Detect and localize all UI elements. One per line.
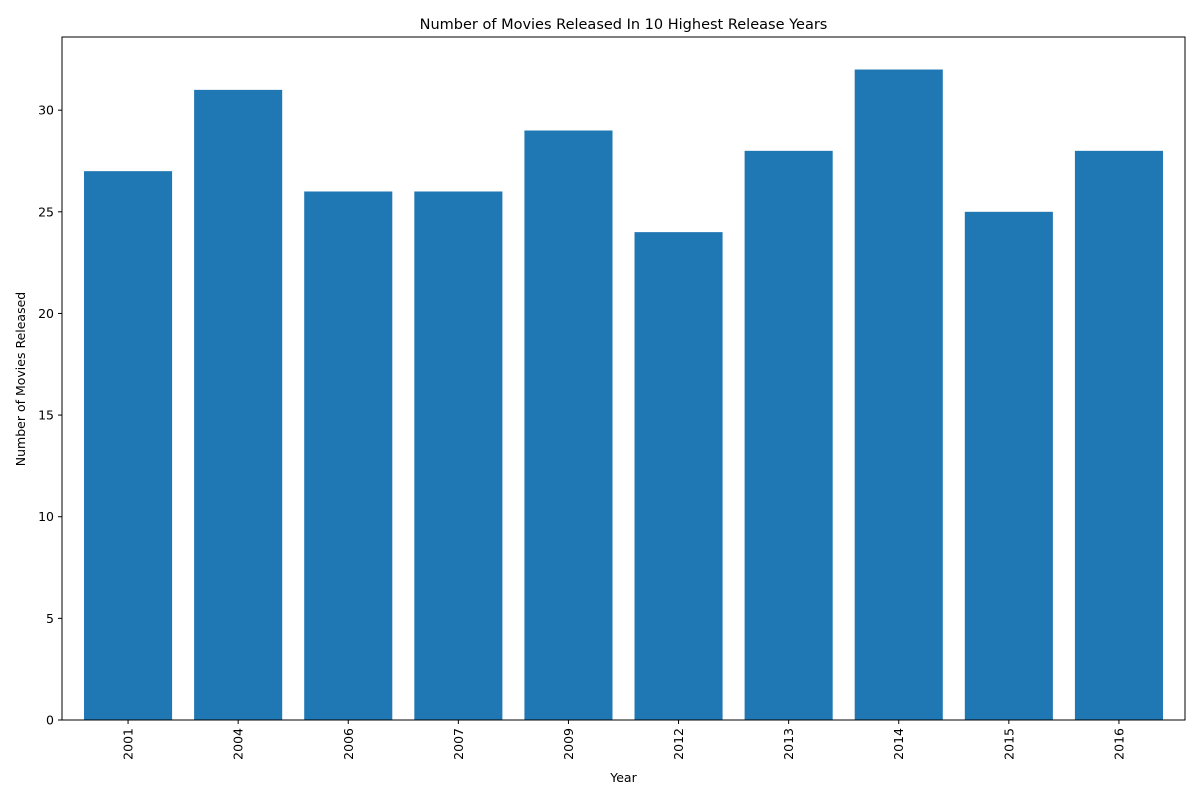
y-tick-label: 0 xyxy=(46,713,54,728)
x-tick-label: 2012 xyxy=(671,728,686,760)
y-tick-label: 20 xyxy=(38,306,54,321)
y-tick-label: 10 xyxy=(38,509,54,524)
x-tick-label: 2015 xyxy=(1001,728,1016,760)
axes-layer: 0 5 10 15 20 25 30 2001 2004 2006 2007 2009 2012 2013… xyxy=(38,36,1186,760)
x-tick-label: 2016 xyxy=(1111,728,1126,760)
x-axis-label: Year xyxy=(609,770,637,785)
y-tick-label: 25 xyxy=(38,204,54,219)
bar-2015 xyxy=(964,211,1053,720)
y-tick-label: 15 xyxy=(38,408,54,423)
bar-2006 xyxy=(304,191,393,720)
bar-2001 xyxy=(84,171,173,721)
x-tick-label: 2001 xyxy=(121,728,136,760)
bar-2012 xyxy=(634,232,723,720)
x-tick-label: 2013 xyxy=(781,728,796,760)
bar-2016 xyxy=(1074,150,1163,721)
bar-2009 xyxy=(524,130,613,720)
y-tick-label: 5 xyxy=(46,611,54,626)
y-axis-label: Number of Movies Released xyxy=(13,292,28,466)
x-tick-label: 2006 xyxy=(341,728,356,760)
bar-2007 xyxy=(414,191,503,720)
x-tick-label: 2007 xyxy=(451,728,466,760)
plot-frame xyxy=(61,36,1186,721)
bar-2004 xyxy=(194,89,283,720)
x-tick-label: 2004 xyxy=(231,728,246,760)
x-tick-label: 2009 xyxy=(561,728,576,760)
y-tick-label: 30 xyxy=(38,103,54,118)
bars-layer xyxy=(84,69,1163,721)
x-tick-label: 2014 xyxy=(891,728,906,760)
bar-2014 xyxy=(854,69,943,721)
bar-2013 xyxy=(744,150,833,721)
chart-title: Number of Movies Released In 10 Highest … xyxy=(420,17,828,33)
